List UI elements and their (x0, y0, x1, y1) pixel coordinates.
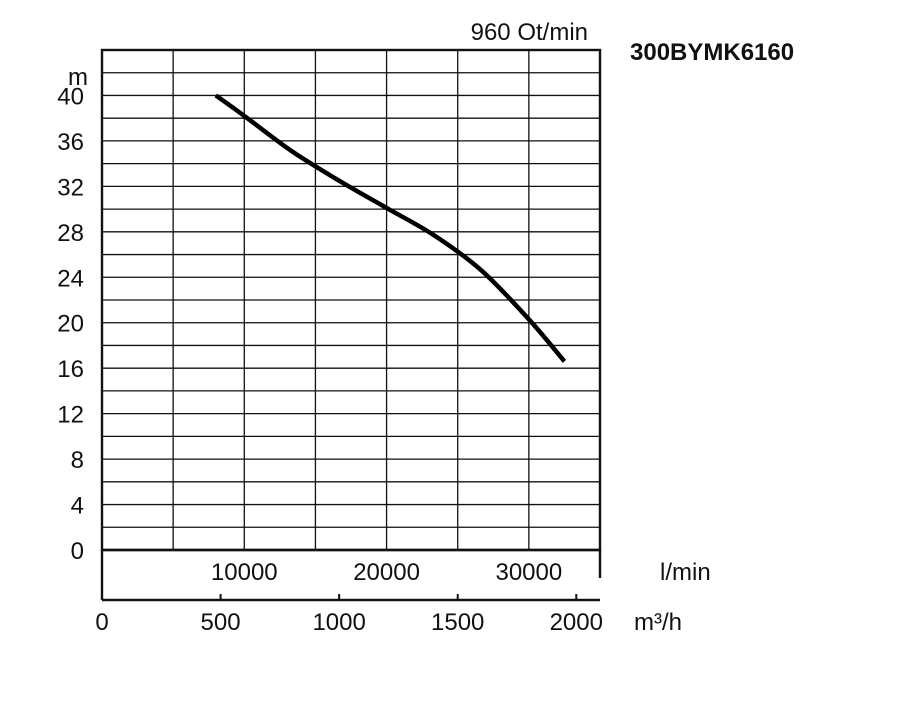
y-tick-label: 28 (57, 220, 84, 247)
y-tick-label: 0 (71, 538, 84, 565)
x-axis-m3h-label: m³/h (634, 609, 682, 636)
x-m3h-tick-label: 0 (95, 609, 108, 636)
x-m3h-tick-label: 1500 (431, 609, 484, 636)
x-m3h-tick-label: 1000 (312, 609, 365, 636)
x-lmin-tick-label: 10000 (211, 559, 278, 586)
chart-subtitle: 960 Ot/min (471, 19, 588, 46)
y-axis-label: m (68, 64, 88, 91)
y-axis-ticks: 0 4 8 12 16 20 24 28 32 36 40 (57, 83, 84, 565)
y-tick-label: 32 (57, 174, 84, 201)
grid (102, 50, 600, 550)
y-tick-label: 12 (57, 402, 84, 429)
head-flow-curve (214, 93, 567, 363)
x-m3h-tick-label: 2000 (550, 609, 603, 636)
y-tick-label: 4 (71, 493, 84, 520)
plot-frame (100, 48, 602, 602)
y-tick-label: 24 (57, 265, 84, 292)
x-axis-lmin-label: l/min (660, 559, 711, 586)
x-axis-lmin-ticks: 10000 20000 30000 (211, 559, 562, 586)
y-tick-label: 16 (57, 356, 84, 383)
series-layer (214, 93, 567, 363)
x-lmin-tick-label: 30000 (495, 559, 562, 586)
y-tick-label: 36 (57, 129, 84, 156)
y-tick-label: 40 (57, 83, 84, 110)
x-lmin-tick-label: 20000 (353, 559, 420, 586)
chart-title: 300BYMK6160 (630, 39, 794, 66)
y-tick-label: 20 (57, 311, 84, 338)
x-m3h-tick-label: 500 (201, 609, 241, 636)
x-axis-m3h-ticks: 0 500 1000 1500 2000 (95, 594, 603, 636)
y-tick-label: 8 (71, 447, 84, 474)
